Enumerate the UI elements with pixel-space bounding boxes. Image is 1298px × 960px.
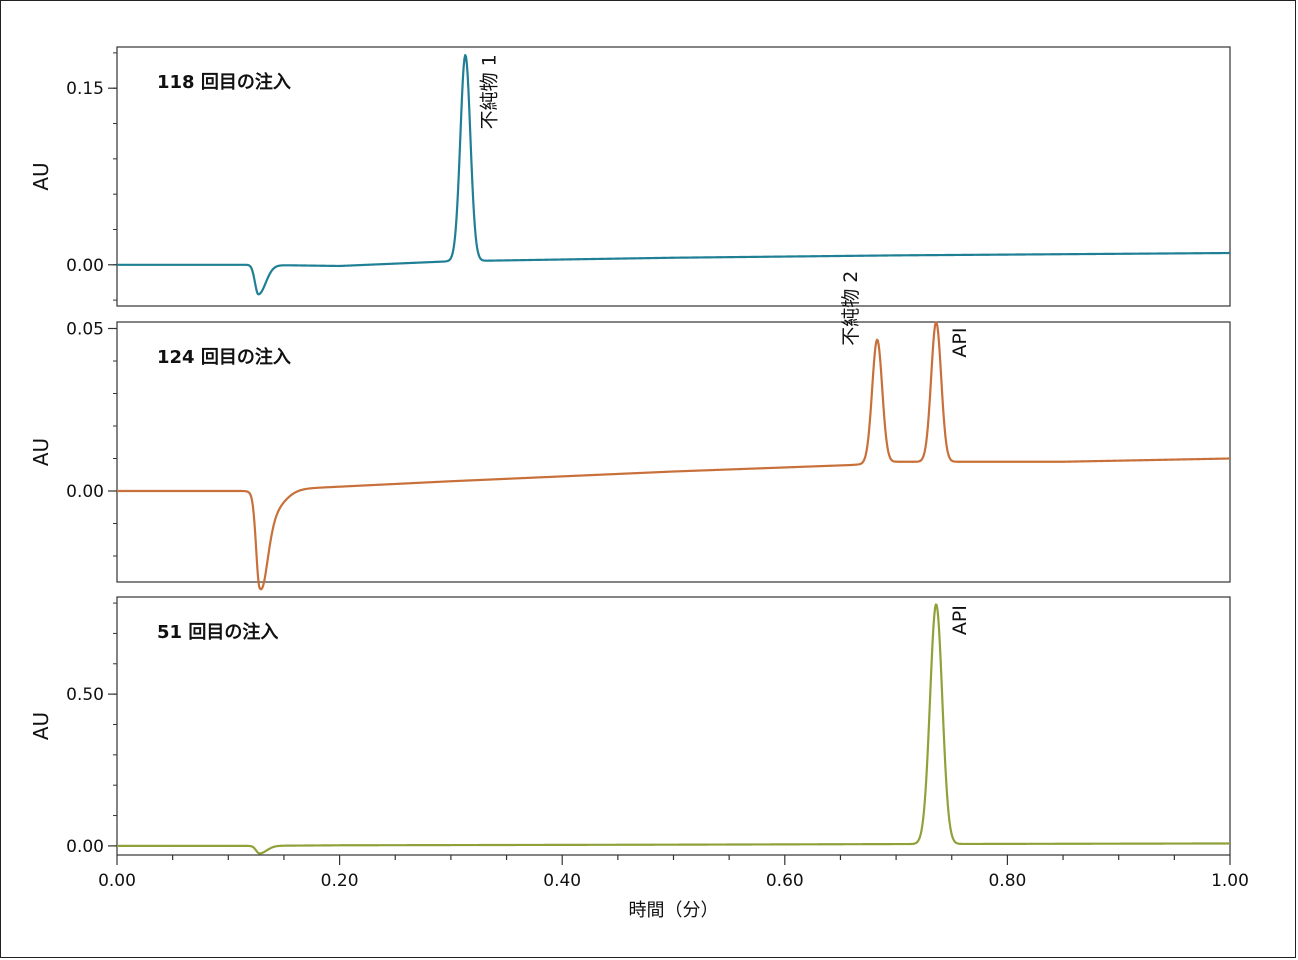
panel-2-trace: [116, 321, 1231, 591]
panel-3-ylabel: AU: [29, 712, 53, 740]
xtick-label: 1.00: [1211, 871, 1249, 891]
peak-annotation: API: [949, 605, 971, 635]
xtick-label: 0.20: [321, 871, 359, 891]
x-axis-label: 時間（分）: [629, 900, 719, 921]
panel-3-frame: [116, 596, 1231, 856]
peak-annotation: 不純物 2: [840, 271, 862, 346]
panel-2-ytick-label: 0.00: [66, 482, 104, 502]
panel-2-ylabel: AU: [29, 438, 53, 466]
panel-2-ytick-label: 0.05: [66, 320, 104, 340]
xtick-label: 0.00: [98, 871, 136, 891]
panel-3-ytick-label: 0.00: [66, 837, 104, 857]
xtick-label: 0.40: [543, 871, 581, 891]
panel-1-ylabel: AU: [29, 162, 53, 190]
panel-1-title: 118 回目の注入: [157, 71, 291, 93]
panel-1-frame: [116, 46, 1231, 307]
xtick-label: 0.80: [988, 871, 1026, 891]
panel-3-title: 51 回目の注入: [157, 621, 278, 643]
panel-3-trace: [116, 603, 1231, 855]
xtick-label: 0.60: [766, 871, 804, 891]
panel-1-ytick-label: 0.00: [66, 256, 104, 276]
panel-1-trace: [116, 54, 1231, 296]
peak-annotation: API: [949, 328, 971, 358]
panel-2-frame: [116, 321, 1231, 583]
peak-annotation: 不純物 1: [478, 54, 500, 129]
panel-2-title: 124 回目の注入: [157, 346, 291, 368]
panel-3-ytick-label: 0.50: [66, 685, 104, 705]
panel-1-ytick-label: 0.15: [66, 79, 104, 99]
